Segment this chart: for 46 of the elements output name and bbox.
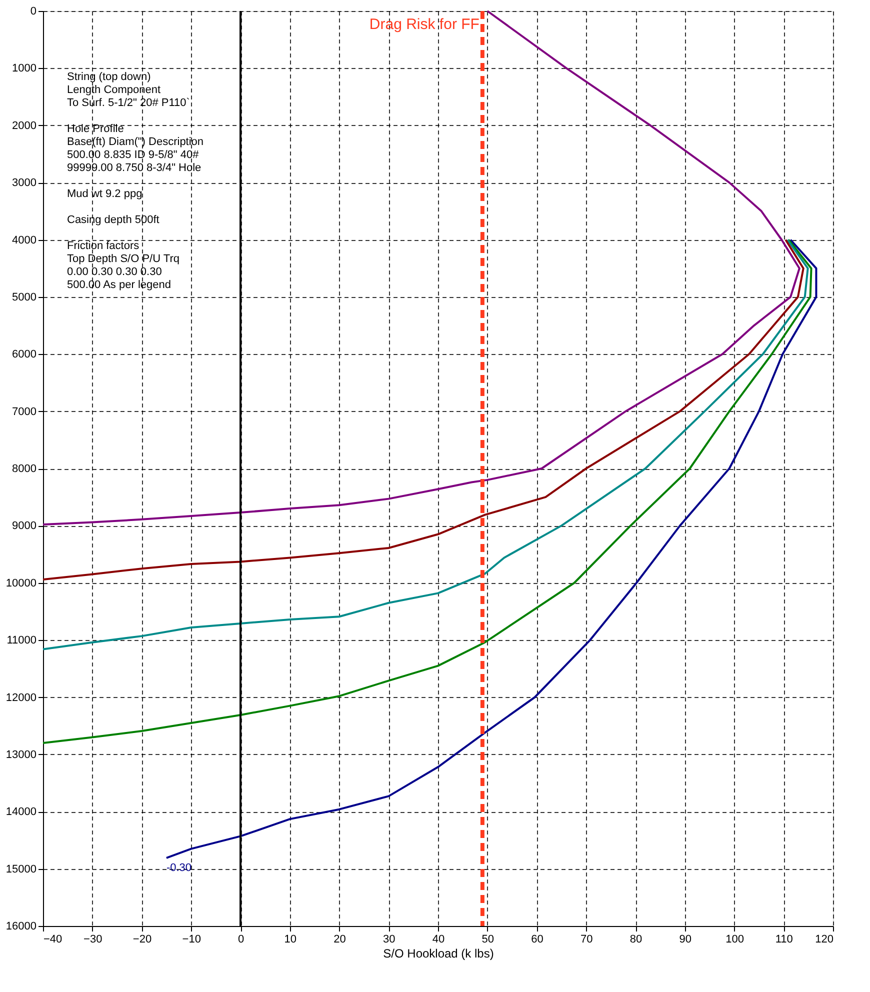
y-tick-label: 4000 [12,234,36,246]
x-tick-label: 100 [726,934,744,946]
y-tick-label: 1000 [12,62,36,75]
y-tick-label: 3000 [12,177,36,190]
y-tick-label: 8000 [12,463,36,475]
y-tick-label: 2000 [12,120,36,132]
x-tick-label: 120 [815,934,834,946]
x-tick-label: 30 [383,934,396,946]
y-tick-label: 6000 [12,348,36,361]
annotation: Casing depth 500ft [67,214,160,226]
y-tick-label: 14000 [6,806,36,818]
x-tick-label: 60 [531,934,544,946]
annotation: -0.30 [166,862,192,874]
x-tick-label: 70 [580,934,593,946]
x-tick-label: −20 [132,934,152,946]
annotation: Friction factors Top Depth S/O P/U Trq 0.00 0.30 0.30 0.30 500.00 As per legend [67,240,180,291]
x-tick-label: 80 [630,934,642,946]
x-tick-label: 10 [284,934,296,946]
annotation: Mud wt 9.2 ppg [67,188,142,200]
line-series [42,238,809,650]
y-tick-label: 12000 [6,692,36,704]
x-tick-label: 40 [432,934,445,946]
x-tick-label: −30 [84,934,102,946]
x-tick-label: 110 [775,934,793,946]
x-tick-label: −40 [44,934,62,946]
annotation: String (top down) Length Component To Surf. 5-1/2" 20# P110` [67,71,190,109]
y-tick-label: 7000 [12,406,36,418]
y-tick-label: 11000 [6,634,36,647]
annotation: Hole Profile Base(ft) Diam(") Description 500.00 8.835 ID 9-5/8" 40# 99999.00 8.750 8-3/4" Hole [67,123,204,174]
y-tick-label: 15000 [6,863,36,876]
y-tick-label: 5000 [12,291,36,304]
x-tick-label: −10 [182,934,201,946]
line-series [42,238,804,580]
line-series [42,238,812,744]
y-tick-label: 16000 [6,920,36,932]
y-tick-label: 10000 [6,577,36,590]
x-tick-label: 50 [482,934,494,946]
x-axis-title: S/O Hookload (k lbs) [383,946,494,960]
y-tick-label: 9000 [12,520,36,532]
ref-line-label: Drag Risk for FF [369,16,480,33]
y-tick-label: 13000 [6,748,36,761]
line-series [42,10,800,526]
x-tick-label: 20 [334,934,346,946]
x-tick-label: 0 [238,934,244,946]
y-tick-label: 0 [30,6,36,18]
x-tick-label: 90 [679,934,692,946]
